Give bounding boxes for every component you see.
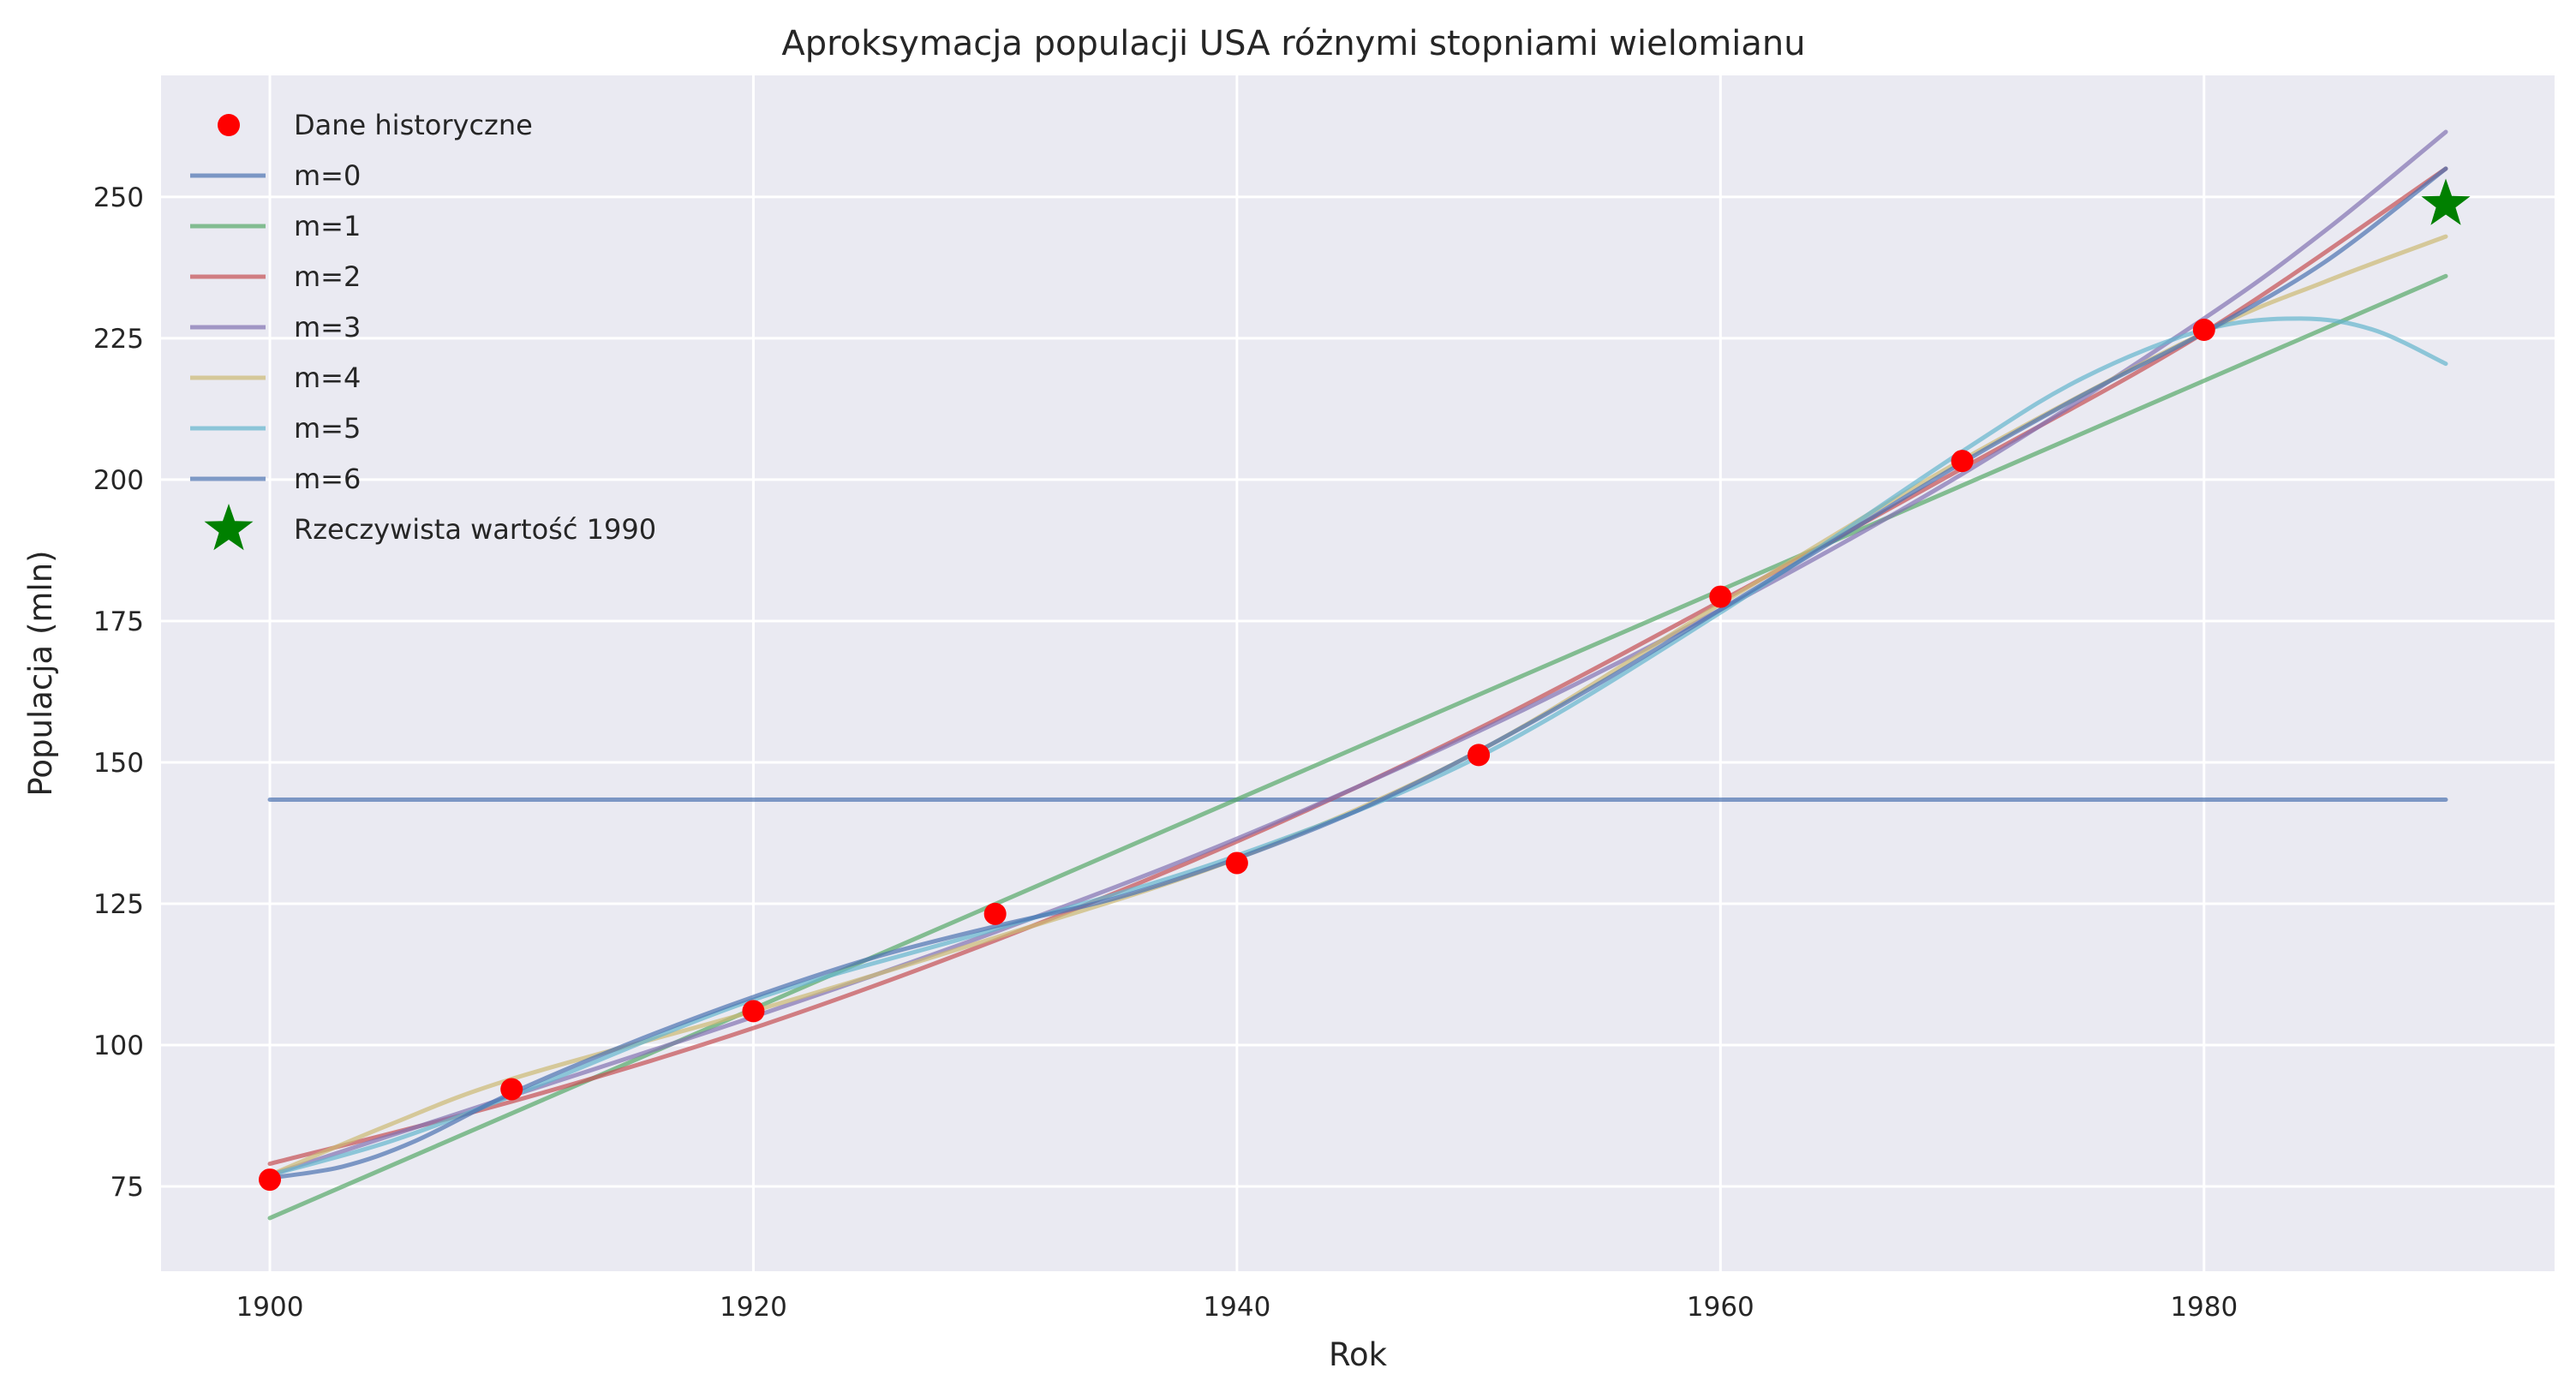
- series-line-3: [267, 129, 2448, 1178]
- x-tick-label-1920: 1920: [720, 1292, 787, 1323]
- legend-label-series-2: m=2: [294, 260, 361, 293]
- y-tick-label-225: 225: [93, 324, 144, 355]
- data-point-1930: [983, 902, 1007, 925]
- legend-label-series-0: m=0: [294, 159, 361, 192]
- data-point-1940: [1225, 851, 1248, 875]
- data-point-1920: [742, 1000, 765, 1023]
- data-point-1970: [1951, 450, 1974, 473]
- y-tick-label-250: 250: [93, 182, 144, 213]
- series-line-6: [267, 166, 2448, 1180]
- legend-label-marker: Rzeczywista wartość 1990: [294, 513, 656, 546]
- y-axis: 75 100 125 150 175 200 225 250: [93, 182, 144, 1203]
- y-axis-label: Populacja (mln): [22, 550, 59, 796]
- data-point-1950: [1467, 744, 1491, 767]
- x-axis-label: Rok: [1329, 1336, 1388, 1373]
- x-tick-label-1960: 1960: [1687, 1292, 1754, 1323]
- x-axis: 1900 1920 1940 1960 1980: [236, 1292, 2238, 1323]
- data-point-1900: [259, 1168, 281, 1192]
- chart-title: Aproksymacja populacji USA różnymi stopn…: [781, 24, 1805, 63]
- legend: Dane historyczne m=0 m=1 m=2 m=3 m=4 m=5 m=6 Rze…: [190, 109, 656, 551]
- legend-swatch-scatter: [218, 114, 240, 136]
- data-point-1980: [2192, 319, 2215, 342]
- x-tick-label-1900: 1900: [236, 1292, 304, 1323]
- legend-label-series-6: m=6: [294, 463, 361, 495]
- y-tick-label-125: 125: [93, 889, 144, 920]
- data-point-1960: [1709, 585, 1732, 608]
- legend-swatch-star: [204, 504, 254, 551]
- y-tick-label-200: 200: [93, 465, 144, 496]
- legend-label-series-5: m=5: [294, 412, 361, 445]
- legend-label-series-4: m=4: [294, 361, 361, 394]
- x-tick-label-1940: 1940: [1203, 1292, 1270, 1323]
- y-tick-label-100: 100: [93, 1031, 144, 1061]
- data-points: [259, 319, 2215, 1192]
- y-tick-label-75: 75: [111, 1172, 144, 1203]
- grid: [161, 75, 2555, 1271]
- actual-1990-marker: [2421, 178, 2471, 225]
- legend-label-scatter: Dane historyczne: [294, 109, 533, 141]
- series-line-1: [267, 273, 2448, 1221]
- legend-label-series-1: m=1: [294, 210, 361, 242]
- star-marker: [2421, 178, 2471, 225]
- x-tick-label-1980: 1980: [2170, 1292, 2238, 1323]
- y-tick-label-175: 175: [93, 606, 144, 637]
- data-point-1910: [500, 1078, 523, 1101]
- legend-label-series-3: m=3: [294, 311, 361, 344]
- y-tick-label-150: 150: [93, 748, 144, 779]
